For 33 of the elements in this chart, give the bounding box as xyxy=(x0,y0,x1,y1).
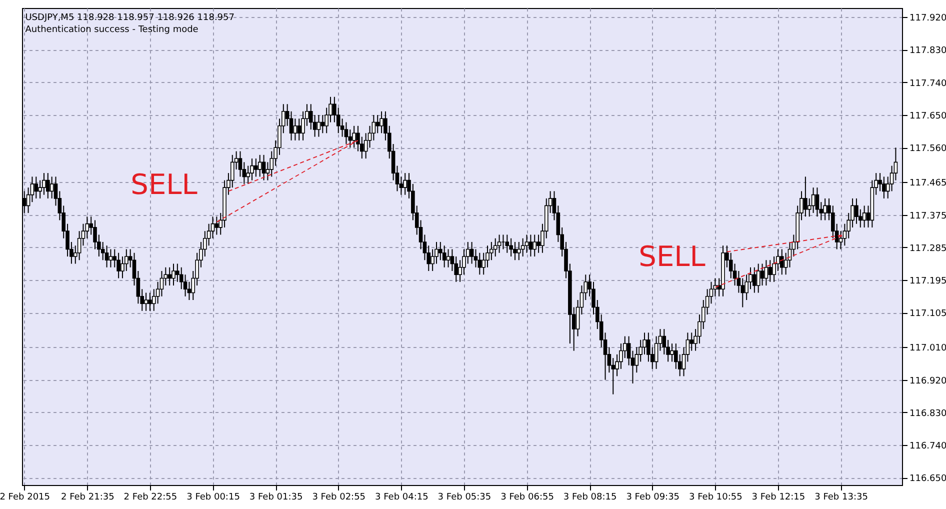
y-tick-label: 116.830 xyxy=(910,408,946,419)
y-tick-label: 117.740 xyxy=(910,78,946,89)
x-tick-label: 3 Feb 06:55 xyxy=(500,492,554,502)
y-tick-label: 117.560 xyxy=(910,144,946,154)
text: Authentication success - Testing mode xyxy=(25,25,199,35)
x-tick-label: 3 Feb 00:15 xyxy=(186,492,240,502)
annotation: SELL xyxy=(130,168,198,201)
x-tick-label: 2 Feb 22:55 xyxy=(124,492,178,502)
x-tick-label: 3 Feb 01:35 xyxy=(249,492,303,502)
y-tick-label: 117.195 xyxy=(910,276,946,287)
x-tick-label: 3 Feb 04:15 xyxy=(374,492,428,502)
x-tick-label: 3 Feb 09:35 xyxy=(626,492,680,502)
annotation: SELL xyxy=(638,240,706,273)
x-tick-label: 3 Feb 13:35 xyxy=(814,492,868,502)
y-tick-label: 117.465 xyxy=(910,178,946,189)
y-tick-label: 116.740 xyxy=(910,442,946,452)
x-tick-label: 2 Feb 21:35 xyxy=(60,492,114,502)
y-tick-label: 117.830 xyxy=(910,46,946,56)
y-tick-label: 117.650 xyxy=(910,112,946,122)
x-tick-label: 3 Feb 05:35 xyxy=(438,492,492,502)
text: USDJPY,M5 118.928 118.957 118.926 118.957 xyxy=(25,13,234,23)
y-tick-label: 116.920 xyxy=(910,376,946,386)
y-tick-label: 117.375 xyxy=(910,211,946,222)
x-tick-label: 3 Feb 10:55 xyxy=(689,492,742,502)
x-tick-label: 3 Feb 08:15 xyxy=(563,492,617,502)
y-tick-label: 116.650 xyxy=(910,474,946,484)
y-tick-label: 117.285 xyxy=(910,244,946,254)
y-tick-label: 117.010 xyxy=(910,344,946,354)
y-tick-label: 117.105 xyxy=(910,309,946,320)
x-tick-label: 3 Feb 12:15 xyxy=(752,492,806,502)
x-tick-label: 2 Feb 2015 xyxy=(0,492,50,502)
x-tick-label: 3 Feb 02:55 xyxy=(312,492,366,502)
y-tick-label: 117.920 xyxy=(910,14,946,24)
